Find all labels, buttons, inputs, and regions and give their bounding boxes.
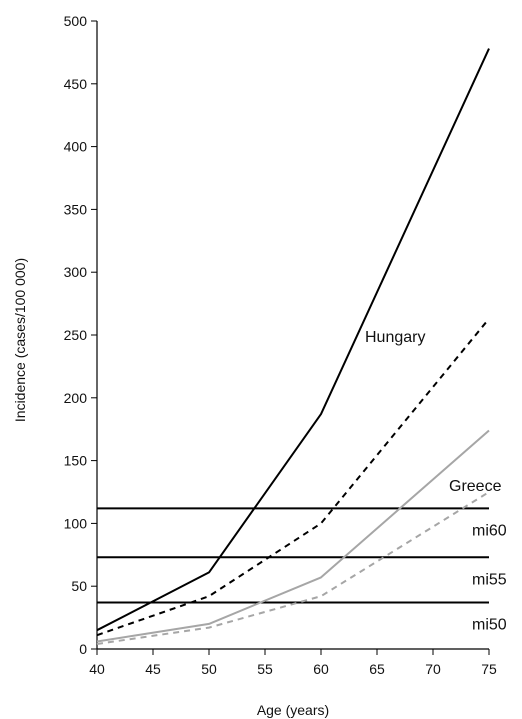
x-tick-label: 45 bbox=[145, 661, 161, 677]
y-tick-label: 300 bbox=[64, 264, 88, 280]
x-tick-label: 70 bbox=[425, 661, 441, 677]
reference-lines bbox=[97, 507, 489, 604]
series-lines bbox=[96, 48, 490, 645]
series-line-dashed-3 bbox=[96, 491, 490, 645]
series-line-hungary bbox=[96, 48, 490, 632]
x-tick-label: 75 bbox=[481, 661, 497, 677]
y-tick-label: 450 bbox=[64, 76, 88, 92]
x-tick-label: 65 bbox=[369, 661, 385, 677]
y-tick-label: 200 bbox=[64, 390, 88, 406]
y-tick-label: 0 bbox=[79, 641, 87, 657]
reference-label-mi55: mi55 bbox=[472, 571, 507, 588]
series-label-greece: Greece bbox=[449, 478, 502, 495]
x-axis-title: Age (years) bbox=[257, 702, 329, 718]
x-tick-label: 50 bbox=[201, 661, 217, 677]
x-tick-label: 55 bbox=[257, 661, 273, 677]
y-tick-label: 150 bbox=[64, 453, 88, 469]
series-line-greece bbox=[96, 429, 490, 643]
y-tick-label: 100 bbox=[64, 515, 88, 531]
annotations: mi60 mi55 mi50 Hungary Greece bbox=[365, 329, 507, 634]
y-axis-title: Incidence (cases/100 000) bbox=[12, 258, 28, 422]
y-tick-label: 50 bbox=[71, 578, 87, 594]
series-label-hungary: Hungary bbox=[365, 329, 425, 346]
x-tick-label: 60 bbox=[313, 661, 329, 677]
x-tick-label: 40 bbox=[89, 661, 105, 677]
reference-label-mi60: mi60 bbox=[472, 522, 507, 539]
series-line-dashed-1 bbox=[96, 318, 490, 637]
reference-label-mi50: mi50 bbox=[472, 617, 507, 634]
y-tick-label: 350 bbox=[64, 201, 88, 217]
axes: 0 50 100 150 200 250 300 350 400 450 500 40 45 50 55 60… bbox=[64, 13, 497, 677]
y-tick-label: 250 bbox=[64, 327, 88, 343]
y-tick-label: 400 bbox=[64, 139, 88, 155]
y-tick-label: 500 bbox=[64, 13, 88, 29]
